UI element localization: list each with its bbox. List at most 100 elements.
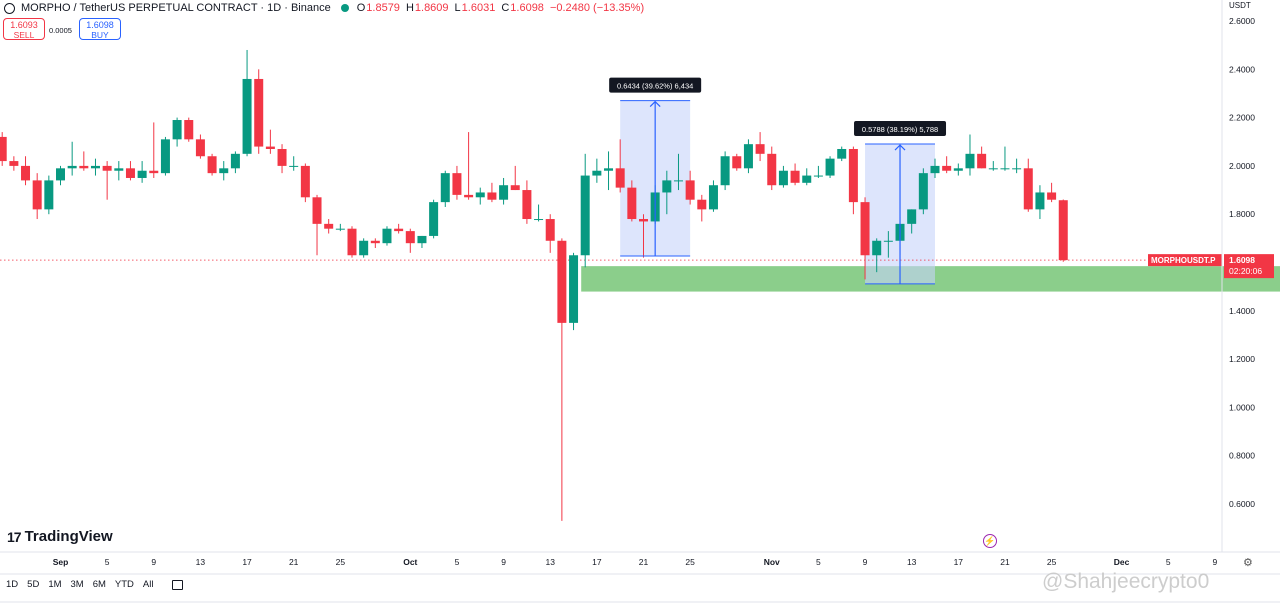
- watermark-text: @Shahjeecrypto0: [1042, 570, 1210, 593]
- candle-body-2024-09-12: [184, 120, 194, 140]
- y-tick-label: 1.8000: [1229, 209, 1255, 219]
- candle-body-2024-11-23: [1023, 168, 1033, 210]
- period-all[interactable]: All: [142, 579, 154, 590]
- lightning-icon[interactable]: ⚡: [983, 534, 997, 548]
- candle-body-2024-09-26: [347, 228, 357, 256]
- candle-body-2024-10-12: [534, 219, 544, 221]
- buy-label: BUY: [91, 30, 109, 40]
- candle-body-2024-09-15: [219, 168, 229, 174]
- candle-body-2024-11-26: [1058, 200, 1068, 261]
- x-tick-label: 17: [242, 557, 252, 567]
- candle-body-2024-10-20: [627, 187, 637, 220]
- candle-body-2024-10-29: [732, 156, 742, 169]
- x-tick-label: 9: [151, 557, 156, 567]
- candle-body-2024-09-29: [382, 228, 392, 244]
- x-tick-label: 25: [1047, 557, 1057, 567]
- change-value: −0.2480 (−13.35%): [549, 2, 645, 14]
- candle-body-2024-09-09: [149, 170, 159, 174]
- measure-arrow-head-1: [649, 100, 661, 107]
- candle-body-2024-08-31: [44, 180, 54, 210]
- candle-body-2024-11-13: [907, 209, 917, 224]
- period-ytd[interactable]: YTD: [114, 579, 134, 590]
- x-tick-label: 9: [863, 557, 868, 567]
- tradingview-logo: 17 TradingView: [7, 528, 113, 545]
- candle-body-2024-10-08: [487, 192, 497, 200]
- candle-body-2024-11-05: [813, 175, 823, 177]
- candle-body-2024-11-08: [848, 148, 858, 203]
- candle-body-2024-10-21: [639, 219, 648, 222]
- candle-body-2024-09-01: [56, 168, 65, 181]
- period-6m[interactable]: 6M: [92, 579, 106, 590]
- y-tick-label: 2.6000: [1229, 16, 1255, 26]
- candle-body-2024-09-21: [289, 165, 299, 167]
- candle-body-2024-10-19: [615, 168, 625, 188]
- candle-body-2024-10-07: [475, 192, 485, 198]
- candle-body-2024-11-17: [953, 168, 963, 171]
- axis-currency-button[interactable]: USDT: [1229, 1, 1251, 10]
- buy-button[interactable]: 1.6098 BUY: [79, 18, 121, 40]
- candle-body-2024-11-22: [1012, 168, 1022, 170]
- axis-price-tag: 1.6098: [1229, 255, 1255, 265]
- x-tick-label: 17: [592, 557, 602, 567]
- candle-body-2024-08-27: [0, 136, 7, 162]
- y-tick-label: 2.4000: [1229, 64, 1255, 74]
- candle-body-2024-11-18: [965, 153, 975, 169]
- x-tick-label: 9: [501, 557, 506, 567]
- candle-body-2024-10-31: [755, 144, 765, 154]
- x-tick-label: 5: [816, 557, 821, 567]
- sell-label: SELL: [13, 30, 35, 40]
- candle-body-2024-08-30: [32, 180, 42, 210]
- candle-body-2024-10-14: [557, 240, 567, 323]
- x-tick-label: 9: [1212, 557, 1217, 567]
- y-tick-label: 1.0000: [1229, 402, 1255, 412]
- x-tick-label: 13: [196, 557, 206, 567]
- candle-body-2024-09-14: [207, 156, 217, 174]
- axis-price-tag-bg: [1224, 254, 1274, 279]
- candle-body-2024-11-21: [1000, 168, 1010, 170]
- candle-body-2024-09-19: [265, 146, 275, 149]
- market-open-icon: [340, 4, 349, 12]
- candle-body-2024-11-04: [802, 175, 812, 183]
- sell-button[interactable]: 1.6093 SELL: [3, 18, 45, 40]
- candle-body-2024-10-30: [743, 144, 753, 169]
- sell-price: 1.6093: [10, 20, 38, 30]
- candle-body-2024-11-07: [837, 148, 847, 159]
- x-tick-label: 21: [639, 557, 649, 567]
- period-5d[interactable]: 5D: [27, 579, 40, 590]
- candle-body-2024-11-24: [1035, 192, 1045, 210]
- candle-body-2024-08-29: [21, 165, 31, 181]
- x-tick-label: Oct: [403, 557, 417, 567]
- x-tick-label: Sep: [53, 557, 69, 567]
- y-tick-label: 0.8000: [1229, 451, 1255, 461]
- symbol-price-tag: MORPHOUSDT.P: [1151, 256, 1216, 265]
- symbol-title[interactable]: MORPHO / TetherUS PERPETUAL CONTRACT · 1…: [21, 2, 331, 14]
- period-3m[interactable]: 3M: [70, 579, 84, 590]
- candle-body-2024-10-11: [522, 190, 532, 220]
- period-1d[interactable]: 1D: [6, 579, 19, 590]
- y-tick-label: 2.2000: [1229, 113, 1255, 123]
- candle-body-2024-10-26: [697, 199, 707, 210]
- y-tick-label: 1.4000: [1229, 306, 1255, 316]
- high-label: H: [405, 2, 414, 14]
- candle-body-2024-10-18: [604, 168, 614, 171]
- candle-body-2024-11-01: [767, 153, 777, 186]
- candle-body-2024-11-06: [825, 158, 835, 176]
- date-range-calendar-icon[interactable]: [172, 579, 184, 590]
- candle-body-2024-11-10: [872, 240, 882, 256]
- candle-body-2024-09-10: [160, 139, 170, 174]
- candle-body-2024-09-30: [394, 228, 404, 232]
- candle-body-2024-09-27: [359, 240, 369, 256]
- x-tick-label: 13: [545, 557, 555, 567]
- x-tick-label: 13: [907, 557, 917, 567]
- open-value: 1.8579: [366, 2, 400, 14]
- candle-body-2024-09-28: [370, 240, 380, 244]
- candle-body-2024-09-08: [137, 170, 147, 178]
- candle-body-2024-10-23: [662, 180, 672, 193]
- candle-body-2024-08-28: [9, 161, 19, 166]
- settings-gear-icon[interactable]: ⚙: [1243, 557, 1253, 569]
- symbol-price-tag-bg: [1148, 254, 1222, 267]
- period-1m[interactable]: 1M: [48, 579, 62, 590]
- measure-label-1: 0.6434 (39.62%) 6,434: [617, 82, 693, 91]
